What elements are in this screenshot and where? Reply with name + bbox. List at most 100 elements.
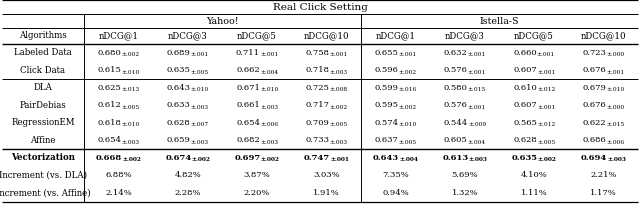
Text: Increment (vs. DLA): Increment (vs. DLA): [0, 171, 87, 180]
Text: 0.725: 0.725: [305, 84, 329, 92]
Text: 0.596: 0.596: [374, 66, 399, 74]
Text: 0.613: 0.613: [442, 154, 468, 162]
Text: 0.668: 0.668: [96, 154, 122, 162]
Text: ±.001: ±.001: [468, 52, 486, 57]
Text: ±.005: ±.005: [122, 104, 140, 110]
Text: 0.717: 0.717: [305, 101, 330, 109]
Text: 0.718: 0.718: [305, 66, 330, 74]
Text: 0.544: 0.544: [444, 119, 468, 127]
Text: ±.002: ±.002: [261, 157, 280, 162]
Text: 0.612: 0.612: [98, 101, 122, 109]
Text: 0.733: 0.733: [305, 136, 330, 144]
Text: 0.680: 0.680: [98, 49, 122, 57]
Text: Increment (vs. Affine): Increment (vs. Affine): [0, 188, 90, 197]
Text: 0.747: 0.747: [304, 154, 330, 162]
Text: 0.607: 0.607: [513, 66, 537, 74]
Text: nDCG@10: nDCG@10: [303, 32, 349, 41]
Text: 4.10%: 4.10%: [521, 171, 547, 179]
Text: 2.14%: 2.14%: [105, 189, 132, 197]
Text: 0.659: 0.659: [167, 136, 191, 144]
Text: ±.001: ±.001: [606, 70, 625, 75]
Text: 0.605: 0.605: [444, 136, 468, 144]
Text: ±.010: ±.010: [122, 70, 140, 75]
Text: 0.689: 0.689: [167, 49, 191, 57]
Text: 0.607: 0.607: [513, 101, 537, 109]
Text: Vectorization: Vectorization: [11, 153, 75, 162]
Text: ±.000: ±.000: [606, 104, 624, 110]
Text: 0.654: 0.654: [98, 136, 122, 144]
Text: ±.001: ±.001: [537, 52, 555, 57]
Text: ±.001: ±.001: [330, 157, 349, 162]
Text: 3.87%: 3.87%: [244, 171, 271, 179]
Text: Affine: Affine: [30, 136, 56, 145]
Text: ±.007: ±.007: [191, 122, 209, 127]
Text: 0.643: 0.643: [167, 84, 191, 92]
Text: ±.001: ±.001: [537, 70, 555, 75]
Text: 1.11%: 1.11%: [521, 189, 547, 197]
Text: ±.005: ±.005: [537, 140, 555, 145]
Text: 0.697: 0.697: [235, 154, 261, 162]
Text: ±.001: ±.001: [537, 104, 555, 110]
Text: ±.006: ±.006: [606, 140, 624, 145]
Text: 0.676: 0.676: [582, 101, 606, 109]
Text: 0.625: 0.625: [98, 84, 122, 92]
Text: ±.002: ±.002: [399, 70, 417, 75]
Text: ±.008: ±.008: [329, 87, 348, 92]
Text: 2.21%: 2.21%: [590, 171, 616, 179]
Text: 0.694: 0.694: [581, 154, 607, 162]
Text: nDCG@5: nDCG@5: [237, 32, 277, 41]
Text: ±.003: ±.003: [607, 157, 626, 162]
Text: ±.010: ±.010: [260, 87, 278, 92]
Text: 0.635: 0.635: [167, 66, 191, 74]
Text: 0.711: 0.711: [236, 49, 260, 57]
Text: 2.28%: 2.28%: [175, 189, 201, 197]
Text: ±.002: ±.002: [538, 157, 557, 162]
Text: 3.03%: 3.03%: [313, 171, 340, 179]
Text: 0.674: 0.674: [165, 154, 191, 162]
Text: ±.004: ±.004: [399, 157, 418, 162]
Text: 0.615: 0.615: [97, 66, 122, 74]
Text: 5.69%: 5.69%: [452, 171, 478, 179]
Text: ±.001: ±.001: [399, 52, 417, 57]
Text: 0.758: 0.758: [305, 49, 329, 57]
Text: ±.005: ±.005: [191, 70, 209, 75]
Text: nDCG@3: nDCG@3: [168, 32, 208, 41]
Text: ±.004: ±.004: [260, 70, 278, 75]
Text: ±.002: ±.002: [122, 52, 140, 57]
Text: ±.012: ±.012: [537, 87, 555, 92]
Text: 0.94%: 0.94%: [382, 189, 409, 197]
Text: ±.001: ±.001: [260, 52, 278, 57]
Text: nDCG@5: nDCG@5: [514, 32, 554, 41]
Text: ±.005: ±.005: [329, 122, 348, 127]
Text: ±.000: ±.000: [606, 52, 625, 57]
Text: ±.006: ±.006: [260, 122, 278, 127]
Text: ±.001: ±.001: [191, 52, 209, 57]
Text: 0.637: 0.637: [374, 136, 399, 144]
Text: 0.655: 0.655: [374, 49, 399, 57]
Text: nDCG@1: nDCG@1: [99, 32, 139, 41]
Text: 0.686: 0.686: [582, 136, 606, 144]
Text: ±.003: ±.003: [191, 140, 209, 145]
Text: 0.628: 0.628: [167, 119, 191, 127]
Text: ±.003: ±.003: [122, 140, 140, 145]
Text: 0.595: 0.595: [374, 101, 399, 109]
Text: Istella-S: Istella-S: [480, 17, 519, 25]
Text: 0.576: 0.576: [444, 101, 468, 109]
Text: ±.002: ±.002: [399, 104, 417, 110]
Text: 0.635: 0.635: [512, 154, 538, 162]
Text: 0.709: 0.709: [305, 119, 329, 127]
Text: ±.003: ±.003: [191, 104, 209, 110]
Text: 0.610: 0.610: [513, 84, 537, 92]
Text: 0.632: 0.632: [444, 49, 468, 57]
Text: RegressionEM: RegressionEM: [12, 118, 75, 127]
Text: ±.012: ±.012: [537, 122, 555, 127]
Text: ±.001: ±.001: [329, 52, 348, 57]
Text: ±.010: ±.010: [606, 87, 625, 92]
Text: ±.010: ±.010: [122, 122, 140, 127]
Text: 4.82%: 4.82%: [175, 171, 201, 179]
Text: ±.010: ±.010: [191, 87, 209, 92]
Text: ±.003: ±.003: [260, 140, 278, 145]
Text: 0.599: 0.599: [374, 84, 399, 92]
Text: ±.003: ±.003: [468, 157, 488, 162]
Text: 0.662: 0.662: [236, 66, 260, 74]
